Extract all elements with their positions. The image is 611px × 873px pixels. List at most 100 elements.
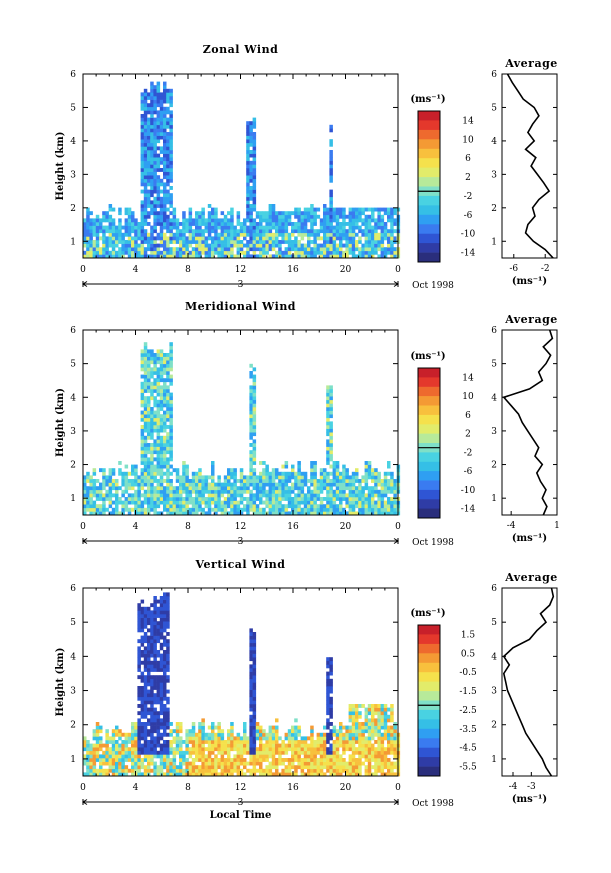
heatmap-cell (143, 435, 148, 440)
heatmap-cell (175, 729, 180, 734)
heatmap-cell (278, 471, 282, 476)
heatmap-cell (339, 743, 343, 748)
heatmap-cell (339, 497, 343, 501)
heatmap-cell (166, 621, 170, 626)
heatmap-cell (326, 700, 330, 705)
heatmap-cell (249, 225, 253, 230)
heatmap-cell (252, 632, 257, 636)
heatmap-cell (223, 761, 228, 766)
heatmap-cell (147, 164, 151, 169)
heatmap-cell (95, 247, 100, 252)
heatmap-cell (387, 486, 391, 491)
heatmap-cell (236, 236, 241, 241)
heatmap-cell (326, 500, 330, 505)
heatmap-cell (335, 229, 340, 234)
heatmap-cell (383, 761, 388, 766)
heatmap-cell (364, 218, 369, 223)
heatmap-cell (323, 743, 327, 748)
heatmap-cell (143, 417, 148, 422)
heatmap-cell (271, 500, 276, 505)
x-tick-label: 20 (340, 265, 352, 275)
heatmap-cell (255, 504, 260, 509)
heatmap-cell (140, 229, 145, 234)
heatmap-cell (182, 240, 186, 244)
heatmap-cell (281, 471, 285, 476)
heatmap-cell (150, 693, 154, 698)
heatmap-cell (201, 211, 205, 216)
heatmap-cell (159, 425, 164, 429)
heatmap-cell (137, 693, 141, 698)
heatmap-cell (204, 479, 209, 483)
heatmap-cell (175, 471, 180, 476)
heatmap-cell (387, 482, 391, 487)
heatmap-cell (278, 479, 282, 483)
heatmap-cell (137, 229, 141, 234)
heatmap-cell (252, 385, 257, 390)
heatmap-cell (227, 475, 231, 480)
heatmap-cell (335, 243, 340, 248)
heatmap-cell (284, 232, 289, 237)
heatmap-cell (195, 507, 199, 512)
heatmap-cell (355, 218, 359, 223)
heatmap-cell (150, 664, 154, 669)
heatmap-cell (147, 240, 151, 244)
heatmap-cell (339, 236, 343, 241)
heatmap-cell (316, 479, 321, 483)
heatmap-cell (169, 407, 173, 411)
heatmap-cell (281, 232, 285, 237)
heatmap-cell (316, 207, 321, 212)
heatmap-cell (140, 457, 145, 462)
heatmap-cell (259, 489, 263, 494)
heatmap-cell (367, 243, 372, 248)
heatmap-cell (156, 132, 161, 136)
heatmap-cell (297, 207, 301, 212)
heatmap-cell (329, 207, 333, 212)
heatmap-cell (153, 678, 157, 683)
heatmap-cell (310, 736, 314, 741)
heatmap-cell (265, 222, 269, 226)
heatmap-cell (201, 507, 205, 512)
heatmap-cell (371, 243, 375, 248)
heatmap-cell (166, 653, 170, 658)
heatmap-cell (169, 761, 173, 766)
heatmap-cell (207, 222, 212, 226)
heatmap-cell (102, 229, 106, 234)
heatmap-cell (169, 374, 173, 379)
heatmap-cell (143, 471, 148, 476)
heatmap-cell (153, 250, 157, 255)
heatmap-cell (300, 489, 305, 494)
heatmap-cell (147, 754, 151, 759)
heatmap-cell (265, 504, 269, 509)
heatmap-cell (380, 218, 385, 223)
heatmap-cell (275, 468, 279, 473)
heatmap-cell (124, 736, 129, 741)
heatmap-cell (342, 236, 346, 241)
heatmap-cell (143, 639, 148, 644)
heatmap-cell (313, 747, 317, 752)
heatmap-cell (99, 468, 103, 473)
heatmap-cell (169, 135, 173, 140)
heatmap-cell (377, 743, 381, 748)
heatmap-cell (131, 250, 135, 255)
heatmap-cell (268, 729, 273, 734)
heatmap-cell (143, 168, 148, 172)
heatmap-cell (243, 497, 247, 501)
heatmap-cell (291, 743, 295, 748)
heatmap-cell (153, 707, 157, 712)
heatmap-cell (147, 610, 151, 615)
heatmap-cell (137, 668, 141, 672)
heatmap-cell (169, 193, 173, 198)
heatmap-cell (108, 736, 113, 741)
heatmap-cell (268, 214, 273, 219)
heatmap-cell (319, 468, 324, 473)
heatmap-cell (89, 218, 93, 223)
heatmap-cell (233, 236, 237, 241)
heatmap-cell (143, 128, 148, 133)
heatmap-cell (198, 214, 202, 219)
heatmap-cell (351, 758, 356, 762)
heatmap-cell (153, 610, 157, 615)
heatmap-cell (150, 106, 154, 111)
heatmap-cell (185, 736, 189, 741)
heatmap-cell (361, 754, 365, 759)
heatmap-cell (246, 121, 250, 126)
